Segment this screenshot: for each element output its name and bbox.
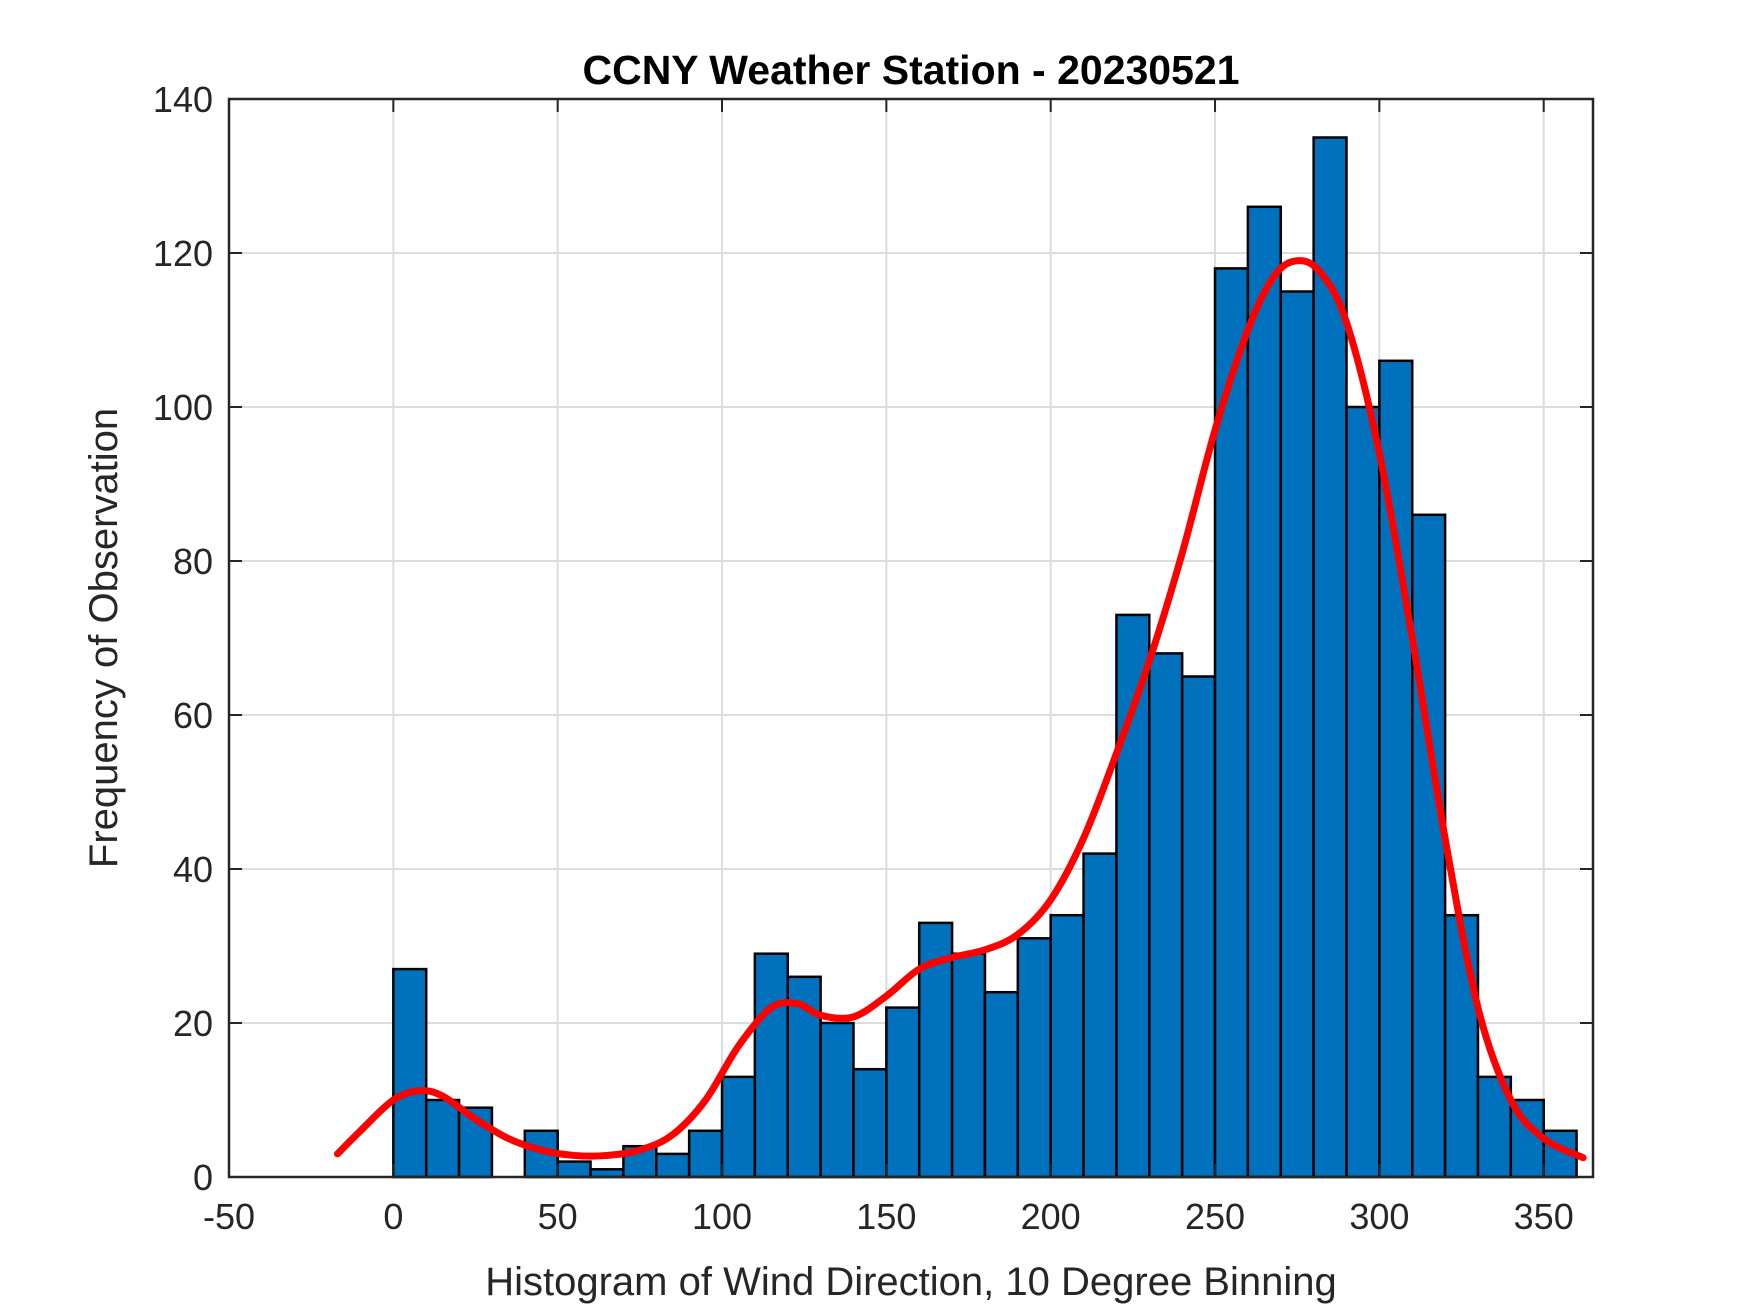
histogram-bar <box>392 967 428 1179</box>
histogram-bar <box>819 1021 855 1179</box>
histogram-bar <box>1016 937 1052 1179</box>
y-tick-label: 120 <box>153 233 213 274</box>
histogram-bar <box>1443 913 1480 1179</box>
y-tick-label: 60 <box>173 695 213 736</box>
x-axis-label: Histogram of Wind Direction, 10 Degree B… <box>485 1260 1337 1304</box>
histogram-bar <box>753 952 789 1179</box>
histogram-bar <box>885 1006 921 1179</box>
x-tick-label: -50 <box>203 1196 255 1237</box>
histogram-bar <box>1345 405 1381 1179</box>
histogram-bar <box>1049 913 1085 1179</box>
histogram-bar <box>457 1106 494 1179</box>
histogram-bar <box>720 1075 757 1179</box>
fit-curve-line <box>333 257 1587 1162</box>
histogram-bar <box>1410 513 1447 1179</box>
histogram-bar <box>1246 205 1283 1179</box>
histogram-bar <box>687 1129 724 1179</box>
y-tick-label: 20 <box>173 1003 213 1044</box>
histogram-bar <box>1180 675 1217 1179</box>
y-tick-label: 100 <box>153 387 213 428</box>
y-tick-label: 140 <box>153 79 213 120</box>
y-tick-label: 80 <box>173 541 213 582</box>
histogram-bar <box>424 1098 461 1179</box>
x-tick-label: 100 <box>692 1196 752 1237</box>
x-tick-label: 350 <box>1514 1196 1574 1237</box>
x-tick-label: 200 <box>1021 1196 1081 1237</box>
histogram-bar <box>1148 652 1184 1179</box>
x-tick-labels: -50 0 50 100 150 200 250 300 350 <box>203 1196 1574 1237</box>
axes-frame <box>227 97 1595 1179</box>
x-tick-label: 150 <box>856 1196 916 1237</box>
histogram-bar <box>1115 613 1151 1179</box>
x-tick-label: 250 <box>1185 1196 1245 1237</box>
chart-title: CCNY Weather Station - 20230521 <box>582 47 1239 93</box>
y-tick-labels: 0 20 40 60 80 100 120 140 <box>153 79 213 1198</box>
x-tick-label: 50 <box>538 1196 578 1237</box>
x-tick-label: 300 <box>1349 1196 1409 1237</box>
histogram-bar <box>1312 136 1348 1179</box>
histogram-bar <box>556 1160 592 1179</box>
axis-ticks <box>228 98 1593 1178</box>
histogram-bar <box>1082 852 1118 1179</box>
histogram-bar <box>655 1152 691 1179</box>
y-tick-label: 40 <box>173 849 213 890</box>
y-axis-label: Frequency of Observation <box>82 408 126 868</box>
histogram-bar <box>852 1067 888 1179</box>
histogram-bar <box>1279 290 1315 1179</box>
histogram-bar <box>950 952 987 1179</box>
histogram-bar <box>983 990 1020 1179</box>
x-tick-label: 0 <box>383 1196 403 1237</box>
histogram-bars <box>392 136 1578 1179</box>
y-tick-label: 0 <box>193 1157 213 1198</box>
